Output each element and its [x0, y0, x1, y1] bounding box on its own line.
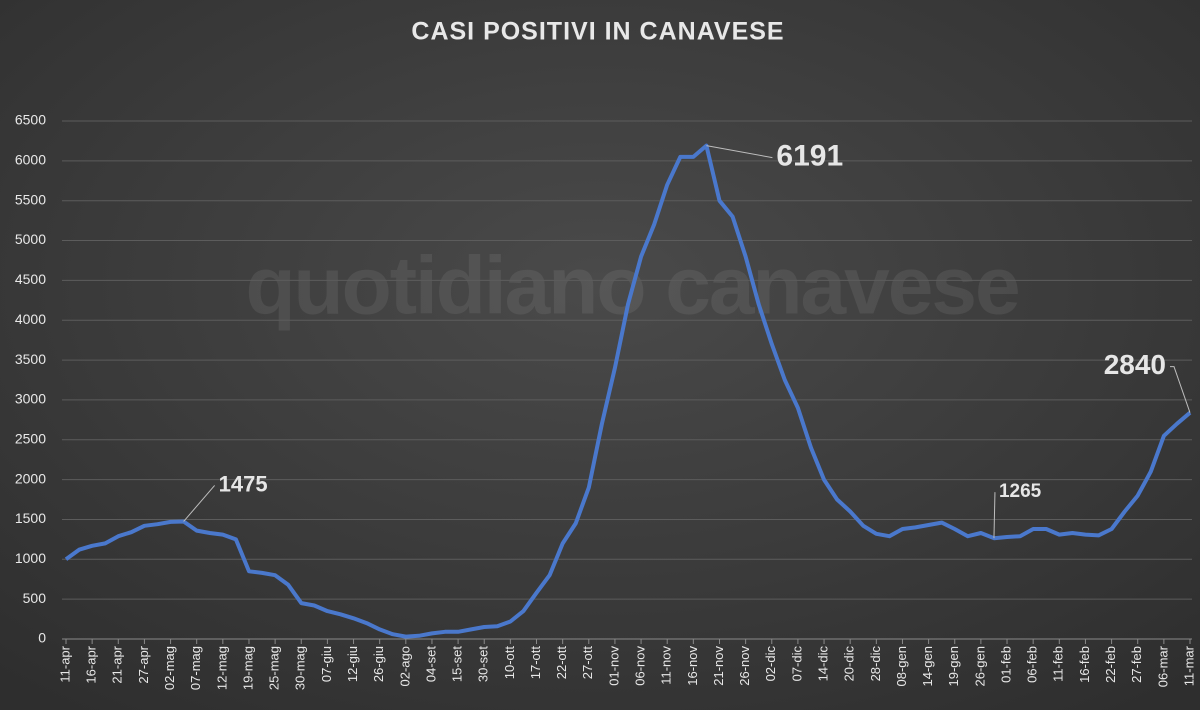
x-tick-label: 02-ago [397, 646, 412, 686]
x-tick-label: 07-dic [789, 646, 804, 682]
x-tick-label: 16-feb [1077, 646, 1092, 683]
x-tick-label: 10-ott [502, 646, 517, 680]
x-tick-label: 22-feb [1103, 646, 1118, 683]
x-tick-label: 19-gen [946, 646, 961, 686]
x-tick-label: 17-ott [528, 646, 543, 680]
x-tick-label: 27-apr [136, 645, 151, 683]
annotation-leader [993, 492, 996, 539]
x-tick-label: 15-set [450, 646, 465, 683]
y-tick-label: 4500 [15, 271, 46, 287]
x-tick-label: 11-nov [659, 646, 674, 685]
y-tick-label: 1000 [15, 550, 46, 566]
x-tick-label: 27-ott [580, 646, 595, 680]
x-tick-label: 14-gen [920, 646, 935, 686]
x-tick-label: 07-giu [319, 646, 334, 682]
y-tick-label: 3500 [15, 351, 46, 367]
x-tick-label: 07-mag [188, 646, 203, 690]
x-tick-label: 11-feb [1051, 646, 1066, 682]
x-tick-label: 01-nov [606, 646, 621, 686]
x-tick-label: 11-mar [1181, 645, 1196, 686]
x-tick-label: 02-dic [763, 646, 778, 682]
y-tick-label: 3000 [15, 391, 46, 407]
x-tick-label: 06-mar [1155, 645, 1170, 687]
annotation: 2840 [1104, 349, 1166, 380]
x-tick-label: 12-mag [214, 646, 229, 690]
x-tick-label: 20-dic [842, 646, 857, 682]
annotation-leader [706, 145, 773, 159]
y-tick-label: 4000 [15, 311, 46, 327]
x-tick-label: 22-ott [554, 646, 569, 680]
x-tick-label: 01-feb [998, 646, 1013, 683]
x-tick-label: 06-nov [633, 646, 648, 686]
x-tick-label: 25-mag [267, 646, 282, 690]
y-tick-label: 6500 [15, 112, 46, 128]
x-tick-label: 28-dic [868, 646, 883, 682]
y-tick-label: 5500 [15, 191, 46, 207]
y-tick-label: 5000 [15, 231, 46, 247]
x-tick-label: 19-mag [240, 646, 255, 690]
annotation-leader [1170, 366, 1191, 413]
data-line [64, 143, 1192, 639]
x-tick-label: 21-nov [711, 646, 726, 686]
y-tick-label: 2500 [15, 430, 46, 446]
x-tick-label: 26-giu [371, 646, 386, 682]
y-tick-label: 2000 [15, 470, 46, 486]
x-tick-label: 16-nov [685, 646, 700, 686]
y-tick-label: 1500 [15, 510, 46, 526]
x-tick-label: 02-mag [162, 646, 177, 690]
x-tick-label: 06-feb [1025, 646, 1040, 683]
x-tick-label: 04-set [423, 646, 438, 683]
x-tick-label: 11-apr [57, 645, 72, 682]
y-tick-label: 6000 [15, 152, 46, 168]
x-tick-label: 12-giu [345, 646, 360, 682]
x-tick-label: 16-apr [84, 645, 99, 683]
y-tick-label: 500 [23, 590, 47, 606]
annotation: 1475 [219, 471, 268, 496]
annotation: 6191 [776, 140, 843, 173]
x-tick-label: 30-mag [293, 646, 308, 690]
chart-title: CASI POSITIVI IN CANAVESE [411, 18, 784, 46]
annotation: 1265 [999, 481, 1042, 502]
x-tick-label: 21-apr [110, 645, 125, 683]
x-tick-label: 08-gen [894, 646, 909, 686]
x-tick-label: 27-feb [1129, 646, 1144, 683]
x-tick-label: 26-nov [737, 646, 752, 686]
y-tick-label: 0 [38, 630, 46, 646]
annotation-leader [183, 485, 216, 522]
x-tick-label: 30-set [476, 646, 491, 683]
x-tick-label: 14-dic [815, 646, 830, 682]
x-tick-label: 26-gen [972, 646, 987, 686]
